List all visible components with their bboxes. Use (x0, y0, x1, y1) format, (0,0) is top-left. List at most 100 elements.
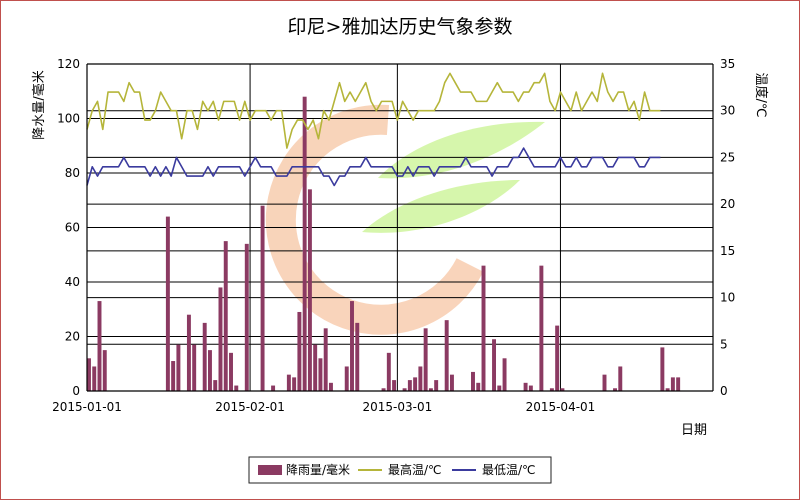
precip-bar-52 (549, 388, 554, 391)
precip-bar-11 (213, 380, 218, 391)
y-left-tick-label-1: 20 (65, 330, 80, 344)
y-left-tick-label-5: 100 (57, 112, 80, 126)
y-right-tick-label-4: 20 (720, 197, 735, 211)
watermark-leaf-upper (378, 121, 545, 179)
precip-bar-60 (670, 377, 675, 391)
precip-bar-12 (218, 287, 223, 391)
precip-bar-4 (165, 216, 170, 391)
precip-bar-20 (292, 377, 297, 391)
precip-bar-24 (313, 344, 318, 391)
precip-bar-6 (176, 344, 181, 391)
y-left-tick-label-4: 80 (65, 166, 80, 180)
precip-bar-39 (428, 388, 433, 391)
precip-bar-41 (444, 320, 449, 391)
temperature-lines (86, 72, 661, 187)
precip-bar-58 (660, 347, 665, 391)
precip-bar-32 (386, 352, 391, 391)
precip-bar-15 (234, 385, 239, 391)
tick-labels: 0 20 40 60 80 100 120 0 5 10 15 20 25 30 35 2015-01-01 2… (52, 57, 735, 414)
precip-bar-53 (555, 325, 560, 391)
precip-bar-10 (207, 350, 212, 391)
precip-bar-26 (323, 328, 328, 391)
precip-bar-42 (449, 374, 454, 391)
y-left-tick-label-0: 0 (72, 384, 80, 398)
x-tick-label-0: 2015-01-01 (52, 400, 122, 414)
precip-bar-21 (297, 311, 302, 391)
precip-bar-47 (497, 385, 502, 391)
precip-bar-51 (539, 265, 544, 391)
y-left-tick-label-6: 120 (57, 57, 80, 71)
y-left-tick-label-2: 40 (65, 275, 80, 289)
precip-bar-49 (523, 382, 528, 391)
right-axis-label: 温度/℃ (753, 73, 769, 118)
precip-bar-44 (476, 382, 481, 391)
precip-bar-14 (229, 352, 233, 391)
precip-bar-8 (192, 344, 197, 391)
chart-title: 印尼>雅加达历史气象参数 (288, 16, 513, 38)
precip-bar-19 (286, 374, 291, 391)
x-axis-label: 日期 (681, 423, 707, 438)
precip-bar-46 (492, 339, 497, 391)
precip-bar-5 (171, 361, 176, 391)
precip-bar-40 (434, 380, 439, 391)
precip-bar-9 (202, 322, 207, 391)
precip-bar-1 (92, 366, 97, 391)
precip-bar-43 (471, 371, 475, 391)
precip-bar-23 (307, 189, 312, 391)
legend-label-tmin: 最低温/℃ (482, 463, 536, 477)
precipitation-bars (87, 96, 681, 391)
x-tick-label-2: 2015-03-01 (362, 400, 432, 414)
precip-bar-18 (271, 385, 276, 391)
legend-label-tmax: 最高温/℃ (388, 462, 442, 477)
precip-bar-54 (560, 388, 565, 391)
y-right-tick-label-7: 35 (720, 57, 735, 71)
precip-bar-13 (223, 241, 228, 391)
precip-bar-30 (355, 322, 360, 391)
precip-bar-31 (381, 388, 386, 391)
precip-bar-33 (392, 380, 397, 391)
legend: 降雨量/毫米 最高温/℃ 最低温/℃ (248, 456, 552, 484)
x-tick-label-1: 2015-02-01 (215, 400, 285, 414)
precip-bar-7 (186, 314, 191, 391)
watermark-logo (265, 104, 545, 335)
precip-bar-61 (676, 377, 681, 391)
y-right-tick-label-6: 30 (720, 104, 735, 118)
precip-bar-55 (602, 374, 607, 391)
precip-bar-34 (402, 388, 407, 391)
axes (86, 63, 714, 392)
precip-bar-45 (481, 265, 486, 391)
legend-label-precip: 降雨量/毫米 (286, 462, 350, 477)
precip-bar-48 (502, 358, 507, 391)
precip-bar-56 (613, 388, 617, 391)
y-right-tick-label-2: 10 (720, 291, 735, 305)
precip-bar-35 (407, 380, 412, 391)
precip-bar-59 (665, 388, 670, 391)
tmin-line (86, 147, 661, 187)
precip-bar-2 (97, 301, 102, 391)
precip-bar-0 (87, 358, 91, 391)
precip-bar-28 (344, 366, 349, 391)
y-right-tick-label-3: 15 (720, 244, 735, 258)
tmax-line (86, 72, 661, 149)
precip-bar-25 (318, 358, 323, 391)
y-left-tick-label-3: 60 (65, 221, 80, 235)
legend-swatch-precip (258, 465, 282, 475)
watermark-arc (265, 104, 484, 335)
precip-bar-36 (413, 377, 418, 391)
precip-bar-29 (350, 301, 354, 391)
legend-box (248, 456, 552, 484)
precip-bar-50 (528, 385, 533, 391)
watermark-leaf-lower (362, 180, 520, 233)
precip-bar-3 (102, 350, 107, 391)
precip-bar-38 (423, 328, 428, 391)
y-right-tick-label-0: 0 (720, 384, 728, 398)
precip-bar-22 (302, 96, 307, 391)
precip-bar-17 (260, 205, 265, 391)
precip-bar-37 (418, 366, 423, 391)
y-right-tick-label-5: 25 (720, 150, 735, 164)
y-right-tick-label-1: 5 (720, 337, 728, 351)
left-axis-label: 降水量/毫米 (31, 70, 47, 139)
precip-bar-57 (618, 366, 623, 391)
precip-bar-16 (244, 243, 249, 391)
